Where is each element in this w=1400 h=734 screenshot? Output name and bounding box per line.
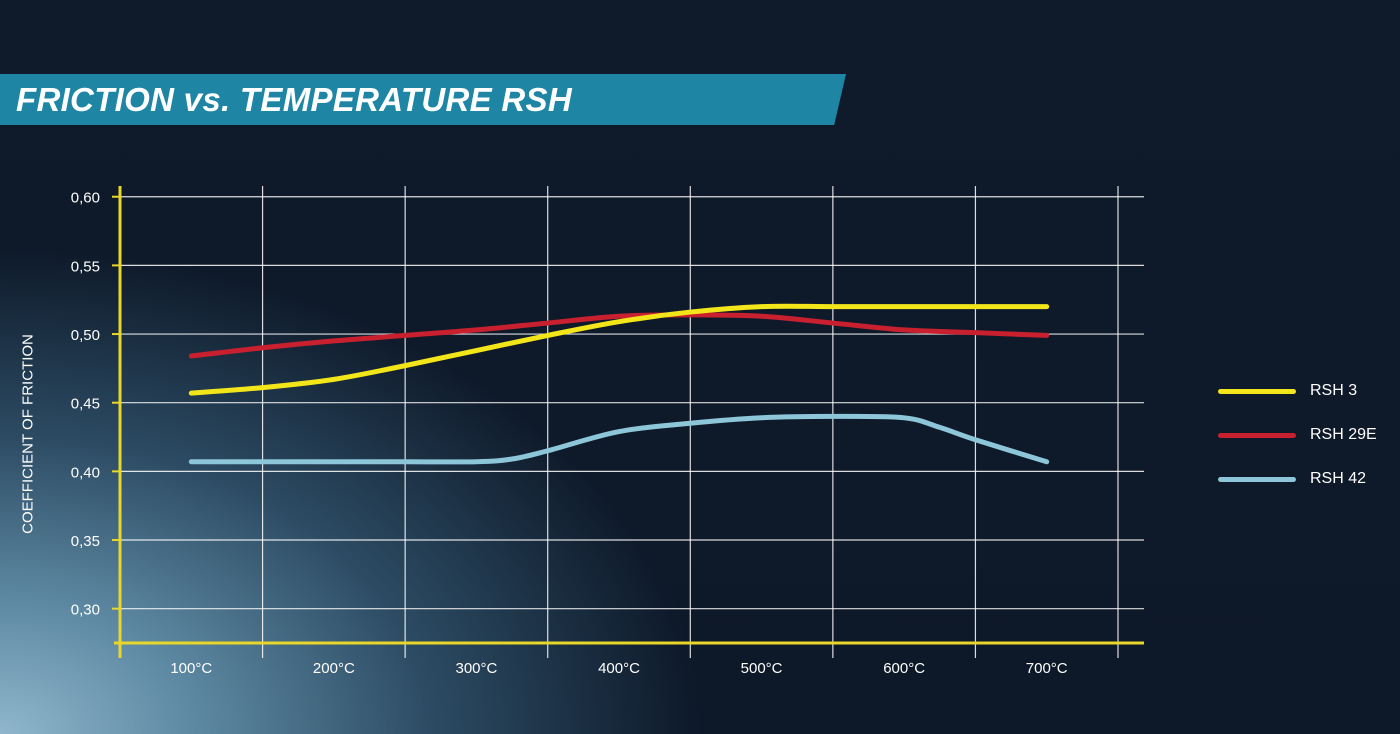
x-tick-label: 500°C — [741, 660, 783, 677]
legend-swatch-rsh-3 — [1218, 389, 1296, 394]
x-tick-label: 600°C — [883, 660, 925, 677]
x-tick-label: 100°C — [170, 660, 212, 677]
series-line-rsh-3 — [188, 303, 1050, 396]
y-tick-label: 0,30 — [71, 602, 100, 619]
y-tick-label: 0,35 — [71, 533, 100, 550]
legend-label-rsh-42: RSH 42 — [1310, 470, 1367, 487]
x-tick-label: 200°C — [313, 660, 355, 677]
series-line-rsh-29e — [188, 312, 1050, 359]
legend-swatch-rsh-29e — [1218, 433, 1296, 438]
y-tick-label: 0,45 — [71, 396, 100, 413]
title-banner: FRICTION vs. TEMPERATURE RSH — [0, 74, 846, 125]
legend-label-rsh-3: RSH 3 — [1310, 382, 1358, 399]
y-tick-label: 0,50 — [71, 327, 100, 344]
x-tick-label: 700°C — [1026, 660, 1068, 677]
y-tick-label: 0,40 — [71, 464, 100, 481]
legend-label-rsh-29e: RSH 29E — [1310, 426, 1377, 443]
y-tick-label: 0,55 — [71, 258, 100, 275]
y-tick-label: 0,60 — [71, 190, 100, 207]
chart-title: FRICTION vs. TEMPERATURE RSH — [16, 81, 572, 118]
x-tick-label: 300°C — [455, 660, 497, 677]
legend-swatch-rsh-42 — [1218, 477, 1296, 482]
series-line-rsh-42 — [188, 413, 1050, 465]
x-tick-label: 400°C — [598, 660, 640, 677]
